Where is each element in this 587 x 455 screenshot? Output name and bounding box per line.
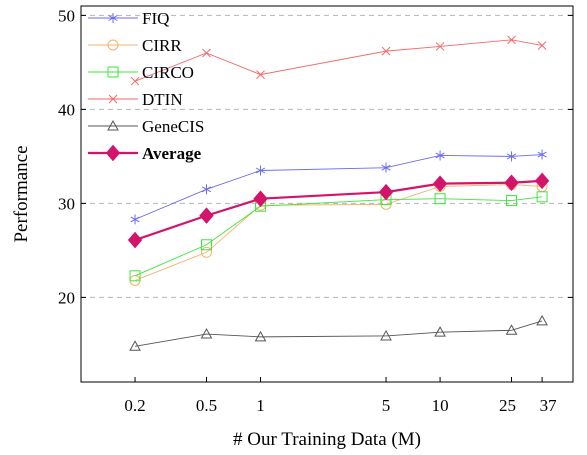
- data-point-genecis: [434, 326, 446, 337]
- series-circo: [129, 191, 548, 282]
- series-line-circo: [134, 196, 543, 277]
- y-tick-label: 40: [58, 100, 75, 119]
- legend-item-average: Average: [88, 144, 202, 163]
- data-point-genecis: [129, 340, 141, 351]
- data-point-genecis: [254, 330, 267, 342]
- data-point-genecis: [380, 329, 392, 341]
- data-point-genecis: [505, 324, 518, 335]
- series-line-genecis: [134, 320, 543, 347]
- data-point-fiq: [506, 151, 517, 162]
- legend-label-fiq: FIQ: [142, 9, 169, 28]
- data-point-circo: [536, 191, 548, 203]
- legend: FIQ CIRR CIRCO DTIN GeneCIS Average: [88, 9, 204, 163]
- data-point-fiq: [537, 149, 547, 160]
- data-point-average: [199, 207, 214, 224]
- data-point-average: [504, 174, 519, 191]
- series-line-fiq: [134, 154, 543, 220]
- data-point-genecis: [200, 328, 213, 339]
- legend-marker-average: [105, 144, 121, 162]
- data-point-average: [127, 231, 143, 249]
- x-axis-title: # Our Training Data (M): [233, 429, 421, 450]
- data-point-average: [432, 175, 448, 192]
- series-dtin: [130, 35, 547, 86]
- y-tick-label: 20: [58, 288, 75, 307]
- x-tick-label: 0.5: [196, 396, 217, 415]
- legend-item-genecis: GeneCIS: [88, 117, 204, 136]
- data-point-fiq: [130, 214, 140, 225]
- data-point-fiq: [381, 162, 391, 173]
- data-point-dtin: [435, 42, 445, 51]
- x-tick-label: 1: [256, 396, 265, 415]
- legend-marker-dtin: [108, 94, 118, 104]
- data-point-circo: [434, 193, 446, 205]
- legend-item-circo: CIRCO: [88, 63, 194, 82]
- data-point-circo: [200, 239, 212, 251]
- y-tick-label: 30: [58, 194, 75, 213]
- legend-marker-fiq: [108, 13, 118, 23]
- data-point-circo: [506, 195, 518, 207]
- data-point-average: [378, 183, 394, 201]
- data-point-dtin: [381, 46, 391, 56]
- plot-frame: [80, 5, 574, 383]
- legend-label-cirr: CIRR: [142, 36, 182, 55]
- legend-label-circo: CIRCO: [142, 63, 194, 82]
- legend-marker-cirr: [107, 39, 119, 51]
- data-point-average: [253, 190, 268, 207]
- legend-label-genecis: GeneCIS: [142, 117, 204, 136]
- series-fiq: [130, 149, 547, 225]
- gridlines: [81, 14, 573, 298]
- series-line-cirr: [134, 184, 543, 281]
- legend-item-dtin: DTIN: [88, 90, 183, 109]
- legend-marker-circo: [107, 66, 119, 78]
- data-point-dtin: [130, 76, 140, 86]
- x-tick-label: 5: [382, 396, 391, 415]
- legend-label-average: Average: [142, 144, 202, 163]
- y-tick-label: 50: [58, 6, 75, 25]
- x-tick-label: 25: [499, 396, 516, 415]
- legend-item-fiq: FIQ: [88, 9, 169, 28]
- x-tick-label: 0.2: [124, 396, 145, 415]
- data-point-dtin: [537, 41, 547, 50]
- axis-ticks: 20 30 40 50 0.2 0.5 1 5 10 25 37: [58, 6, 573, 415]
- data-point-fiq: [201, 184, 212, 195]
- data-point-dtin: [256, 70, 265, 79]
- x-tick-label: 10: [432, 396, 449, 415]
- legend-marker-genecis: [107, 119, 119, 131]
- data-point-genecis: [536, 314, 548, 326]
- data-point-fiq: [255, 165, 266, 176]
- data-point-cirr: [200, 246, 212, 258]
- data-point-fiq: [435, 150, 445, 161]
- series-line-average: [134, 179, 543, 242]
- series-line-dtin: [134, 39, 543, 82]
- legend-label-dtin: DTIN: [142, 90, 183, 109]
- data-point-dtin: [202, 48, 211, 58]
- data-point-dtin: [507, 35, 516, 45]
- y-axis-title: Performance: [11, 145, 32, 242]
- x-tick-label: 37: [540, 396, 558, 415]
- data-point-average: [534, 172, 550, 190]
- series-average: [127, 172, 550, 249]
- legend-item-cirr: CIRR: [88, 36, 182, 55]
- series-layer: [127, 35, 550, 351]
- series-genecis: [129, 314, 548, 351]
- data-point-circo: [129, 270, 141, 282]
